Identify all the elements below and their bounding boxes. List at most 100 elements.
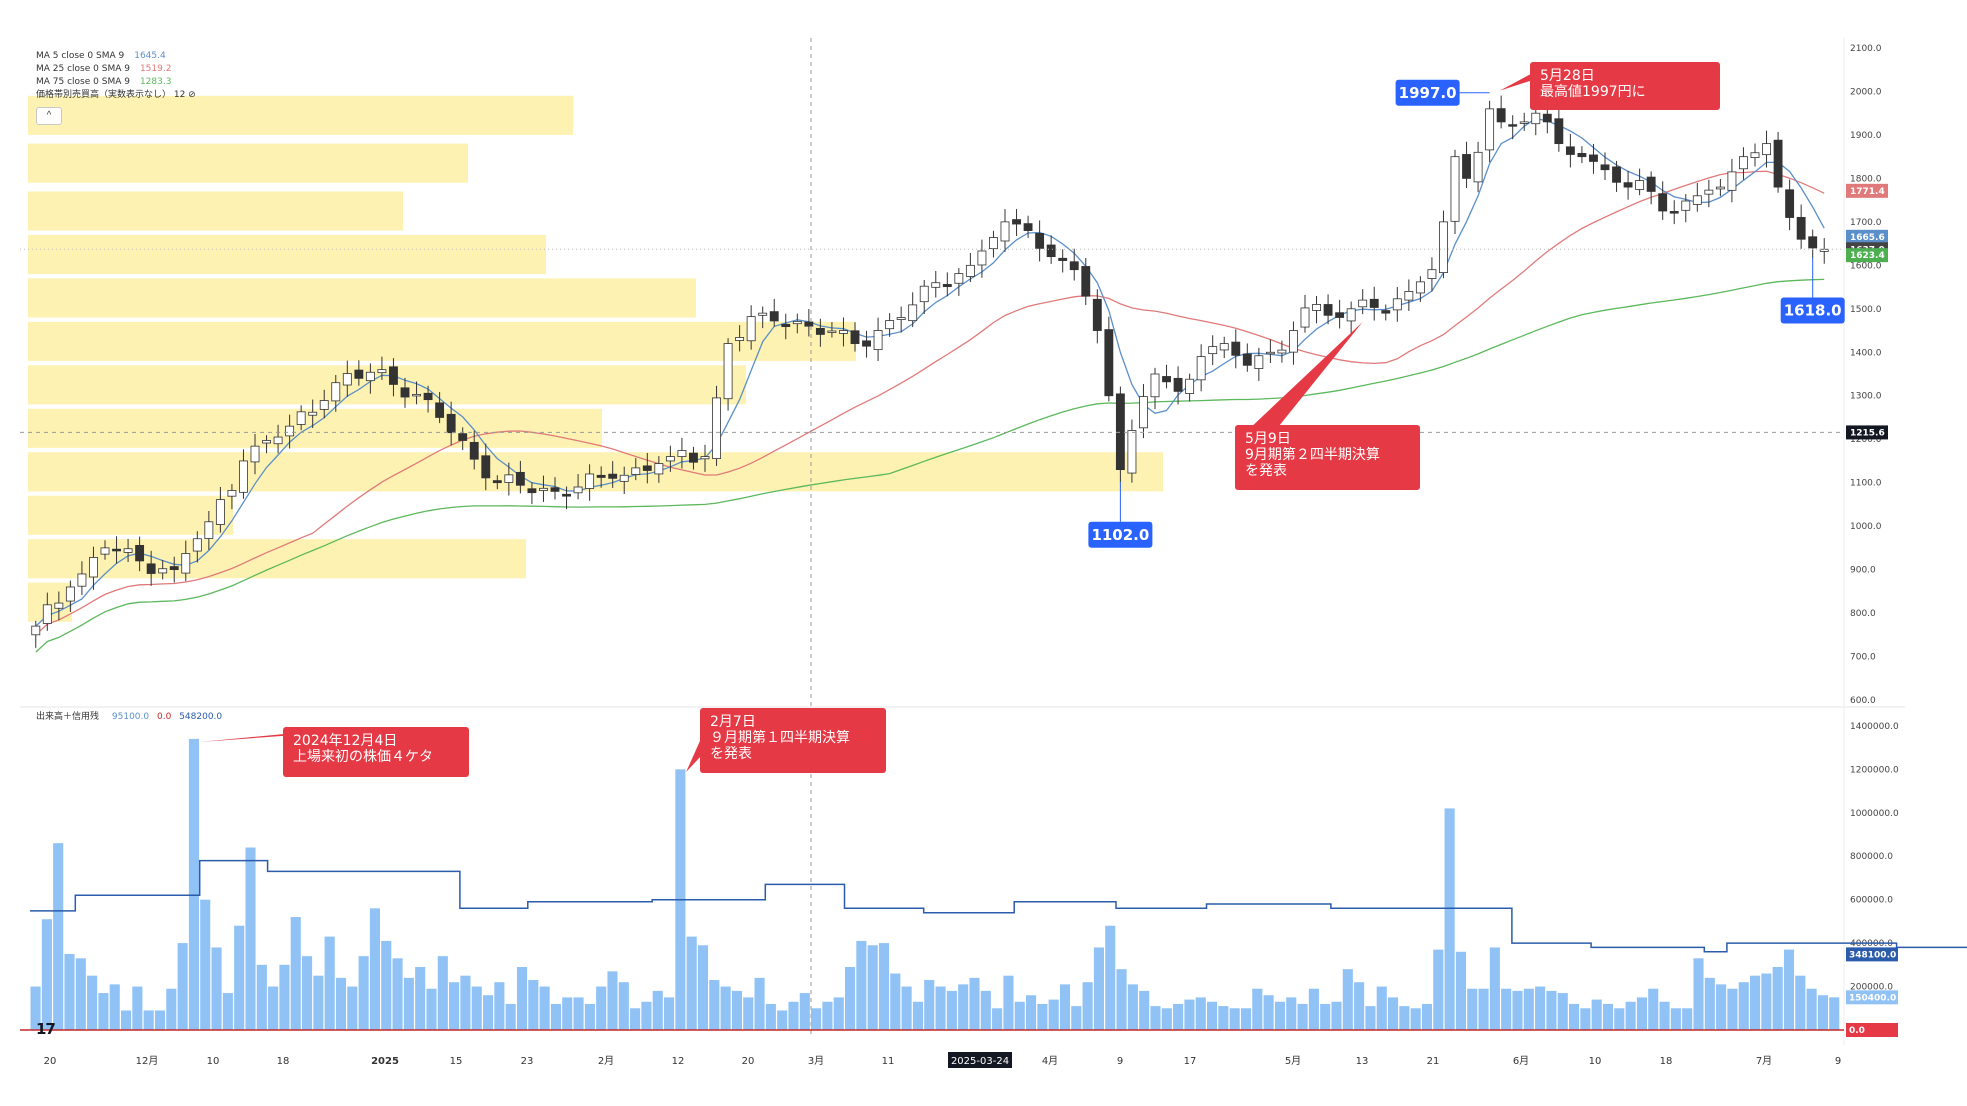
volume-bar: [890, 973, 901, 1030]
volume-bar: [313, 975, 324, 1030]
candle: [1081, 266, 1091, 297]
candle: [723, 343, 733, 400]
candle: [919, 285, 929, 303]
candle: [942, 284, 952, 288]
volume-bar: [1625, 1001, 1636, 1030]
candle: [1450, 156, 1460, 222]
candle: [1785, 189, 1795, 218]
volume-bar: [426, 988, 437, 1030]
candle: [342, 373, 352, 386]
volume-bar: [437, 956, 448, 1030]
candle: [192, 538, 202, 552]
candle: [596, 474, 606, 478]
margin-balance-label: 348100.0: [1849, 950, 1896, 960]
candle: [1427, 269, 1437, 279]
volume-bar: [302, 956, 313, 1030]
candle: [712, 397, 721, 459]
callout-feb7-text: 2月7日: [710, 714, 756, 730]
candle: [1150, 373, 1160, 398]
volume-bar: [924, 980, 935, 1030]
candle: [31, 625, 41, 636]
collapse-legend-button[interactable]: ^: [36, 107, 62, 125]
zero-volume-label-box: [1846, 1023, 1898, 1037]
volume-bar: [1127, 984, 1138, 1030]
candle: [1104, 329, 1114, 397]
candle: [135, 544, 145, 562]
legend-ma25[interactable]: MA 25 close 0 SMA 9 1519.2: [36, 64, 172, 74]
volume-bar: [53, 843, 64, 1030]
price-label-box: [1846, 248, 1888, 263]
candle: [781, 323, 791, 328]
candle: [285, 425, 295, 437]
volume-bar: [1489, 947, 1500, 1030]
volume-bar: [652, 990, 663, 1030]
candle: [873, 330, 883, 351]
candle: [1577, 152, 1587, 158]
candle: [1473, 151, 1483, 183]
callout-may9-box: [1235, 425, 1420, 490]
volume-bar: [1048, 999, 1059, 1030]
volume-bar: [1365, 1006, 1376, 1030]
volume-bar: [1557, 993, 1568, 1030]
volume-bar: [30, 986, 41, 1030]
volume-bar: [403, 977, 414, 1030]
volume-bar: [731, 990, 742, 1030]
candle: [1542, 113, 1552, 123]
candle: [758, 312, 768, 316]
legend-ma75[interactable]: MA 75 close 0 SMA 9 1283.3: [36, 77, 172, 87]
volume-bar: [1207, 1001, 1218, 1030]
candle: [1196, 356, 1206, 381]
volume-profile-bar: [28, 321, 856, 361]
price-tick-label: 1200.0: [1850, 435, 1882, 445]
volume-bar: [1037, 1003, 1048, 1030]
volume-bar: [584, 1003, 595, 1030]
margin-balance-line: [30, 859, 1967, 953]
volume-profile-bar: [28, 278, 696, 318]
volume-legend[interactable]: 出来高＋信用残 95100.0 0.0 548200.0: [36, 712, 223, 722]
candle: [1369, 298, 1379, 308]
candle: [562, 493, 571, 497]
candle: [1058, 257, 1068, 261]
callout-may9-pointer: [1247, 321, 1363, 431]
volume-bar: [143, 1010, 154, 1030]
volume-bar: [1433, 949, 1444, 1030]
price-label: 1623.4: [1850, 251, 1885, 261]
candle: [1335, 312, 1345, 318]
candle: [227, 490, 237, 497]
x-tick-label: 11: [882, 1056, 895, 1067]
candle: [989, 237, 998, 250]
candle: [377, 369, 387, 374]
candle: [158, 568, 168, 574]
volume-tick-label: 1400000.0: [1850, 722, 1899, 732]
candle: [1231, 341, 1241, 356]
ma75-line: [35, 278, 1825, 653]
tradingview-logo[interactable]: 17: [36, 1020, 56, 1038]
volume-bar: [279, 964, 290, 1030]
volume-bar: [1354, 982, 1365, 1030]
x-tick-label: 9: [1117, 1056, 1123, 1067]
legend-volume-profile[interactable]: 価格帯別売買高（実数表示なし） 12 ⊘: [36, 90, 196, 100]
volume-bar: [1026, 995, 1037, 1030]
candle: [1623, 182, 1633, 188]
volume-bar: [946, 990, 957, 1030]
candle: [1612, 166, 1621, 183]
x-tick-label: 6月: [1513, 1055, 1529, 1067]
volume-bar: [460, 975, 471, 1030]
volume-bar: [415, 967, 426, 1030]
recent-low-value-tag: 1618.0: [1784, 302, 1842, 320]
legend-ma5[interactable]: MA 5 close 0 SMA 9 1645.4: [36, 51, 166, 61]
volume-bar: [630, 1008, 641, 1030]
candle: [1046, 244, 1056, 258]
volume-bar: [528, 980, 539, 1030]
candle: [1115, 393, 1125, 471]
callout-may9-text: を発表: [1245, 463, 1287, 479]
candle: [1035, 233, 1045, 249]
last-volume-label-box: [1846, 990, 1898, 1005]
candle: [100, 547, 110, 555]
candle: [1496, 108, 1506, 123]
volume-bar: [256, 964, 267, 1030]
candle: [123, 548, 133, 553]
